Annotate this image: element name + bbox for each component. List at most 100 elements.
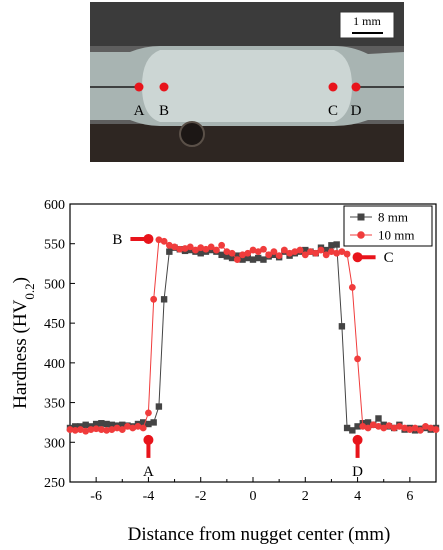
data-point (66, 426, 74, 433)
data-point (202, 245, 210, 253)
data-point (234, 252, 241, 259)
data-point (98, 420, 105, 427)
data-point (260, 245, 267, 253)
data-point (134, 423, 142, 430)
y-axis-title: Hardness (HV0.2) (10, 277, 37, 409)
data-point (338, 248, 346, 256)
data-point (254, 248, 262, 256)
data-point (72, 423, 79, 430)
data-point (333, 249, 341, 257)
point-c-label: C (328, 103, 338, 119)
data-point (343, 424, 351, 432)
data-point (375, 415, 382, 422)
data-point (296, 246, 304, 254)
data-point (92, 425, 100, 433)
data-point (108, 421, 116, 429)
data-point (197, 250, 204, 257)
data-point (150, 419, 157, 426)
data-point (275, 252, 283, 260)
data-point (239, 256, 246, 263)
y-axis-title-sub: 0.2 (22, 283, 37, 299)
data-point (396, 423, 403, 430)
y-tick-label: 550 (44, 238, 65, 253)
x-tick-label: -4 (143, 489, 155, 504)
data-point (249, 256, 257, 263)
series-8mm (66, 241, 440, 434)
data-point (223, 248, 231, 256)
data-point (82, 427, 90, 435)
y-tick-label: 300 (44, 436, 65, 451)
micrograph-image: 1 mm A B C D (90, 2, 404, 162)
data-point (364, 424, 372, 432)
data-point (103, 420, 110, 428)
x-tick-label: 6 (406, 489, 413, 504)
indent-mark (179, 121, 205, 147)
data-point (432, 426, 440, 433)
data-point (223, 253, 231, 260)
annotation-b: B (112, 232, 154, 248)
y-tick-label: 500 (44, 277, 65, 292)
data-point (108, 426, 116, 433)
point-a-label: A (134, 103, 145, 119)
data-point (160, 296, 168, 303)
hardness-chart: 250 300 350 400 450 500 550 600 -6 -4 -2 0 2 4 6 A B C D… (10, 198, 440, 545)
data-point (118, 426, 126, 433)
annotation-label: C (384, 250, 394, 266)
data-point (364, 419, 372, 426)
data-point (286, 249, 293, 257)
data-point (416, 426, 424, 434)
data-point (301, 251, 309, 259)
data-point (328, 242, 335, 249)
data-point (77, 426, 84, 433)
data-point (411, 424, 419, 432)
y-axis-title-close: ) (10, 277, 31, 283)
x-tick-label: -6 (90, 489, 102, 504)
point-b-label: B (159, 103, 169, 119)
annotation-a: A (143, 434, 154, 480)
legend: 8 mm 10 mm (343, 205, 433, 247)
data-point (338, 323, 346, 330)
data-point (71, 426, 79, 434)
data-point (312, 249, 320, 257)
data-point (145, 409, 152, 417)
y-tick-label: 250 (44, 476, 65, 491)
data-point (244, 249, 252, 257)
data-point (375, 423, 382, 430)
data-point (244, 254, 251, 262)
data-point (218, 251, 225, 259)
data-point (92, 420, 100, 428)
data-point (333, 241, 340, 248)
data-point (139, 424, 147, 432)
annotation-layer: A B C D (112, 232, 393, 480)
data-point (171, 243, 178, 251)
annotation-label: D (352, 464, 363, 480)
data-point (228, 254, 236, 262)
data-point (233, 256, 241, 263)
data-point (181, 245, 189, 252)
x-axis-title: Distance from nugget center (mm) (128, 524, 391, 545)
data-point (140, 419, 147, 426)
point-b-marker (159, 82, 169, 92)
data-point (113, 424, 121, 432)
data-point (97, 426, 105, 433)
series-line (69, 239, 437, 432)
point-d-marker (351, 82, 361, 92)
data-point (155, 403, 163, 410)
weld-nugget (142, 50, 352, 122)
x-tick-label: -2 (195, 489, 207, 504)
data-point (348, 284, 356, 291)
data-point (160, 237, 168, 245)
point-a-marker (134, 82, 144, 92)
legend-marker-10mm (357, 231, 365, 239)
data-point (369, 421, 377, 429)
y-tick-label: 400 (44, 357, 65, 372)
data-point (165, 241, 173, 249)
series-layer (66, 236, 440, 435)
data-point (87, 426, 95, 433)
data-point (406, 426, 414, 433)
data-point (354, 423, 361, 430)
data-point (150, 295, 158, 303)
annotation-d: D (352, 434, 363, 480)
data-point (307, 248, 314, 256)
data-point (260, 256, 267, 263)
